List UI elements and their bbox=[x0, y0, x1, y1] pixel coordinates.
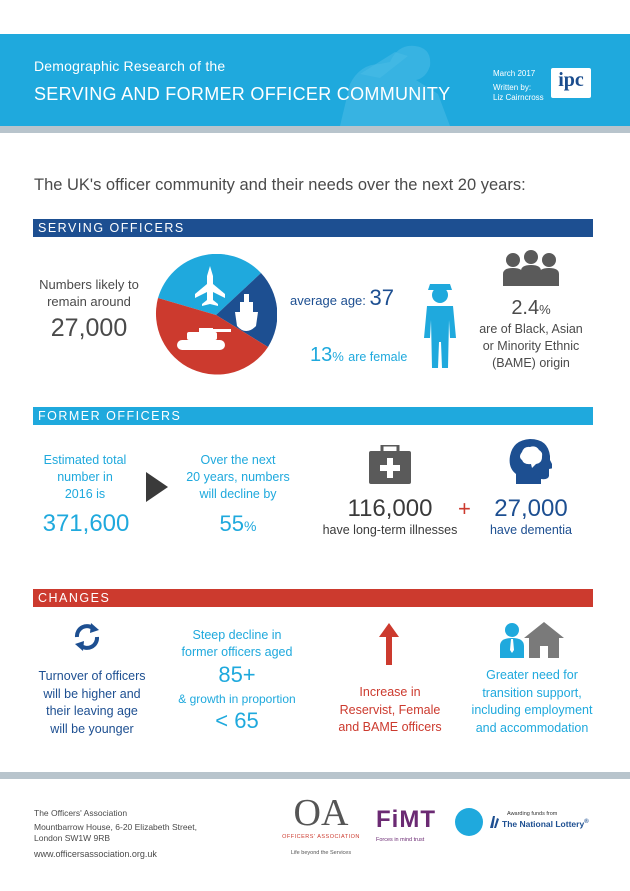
over-line1: Over the next bbox=[200, 453, 276, 467]
lottery-small-text: Awarding funds from bbox=[507, 811, 558, 817]
oa-tagline: Life beyond the Services bbox=[290, 850, 352, 856]
need-text: Greater need for transition support, inc… bbox=[462, 667, 602, 737]
turnover-line1: Turnover of officers bbox=[38, 669, 146, 683]
head-brain-icon bbox=[509, 439, 552, 484]
lottery-name: The National Lottery® bbox=[502, 819, 589, 829]
header-subtitle: Demographic Research of the bbox=[34, 58, 226, 74]
dementia-label: have dementia bbox=[489, 523, 572, 537]
numbers-value: 27,000 bbox=[50, 314, 128, 342]
illness-label: have long-term illnesses bbox=[322, 523, 458, 537]
crossed-fingers-icon bbox=[490, 816, 499, 828]
lottery-name-text: The National Lottery bbox=[502, 819, 585, 829]
growth-value: < 65 bbox=[215, 708, 259, 733]
increase-line2: Reservist, Female bbox=[339, 702, 441, 717]
section-former-officers: FORMER OFFICERS bbox=[33, 407, 593, 425]
numbers-line2: remain around bbox=[47, 294, 131, 309]
estimated-value: 371,600 bbox=[42, 510, 130, 537]
header-top-strip bbox=[0, 0, 630, 34]
female-pct: % bbox=[332, 349, 344, 364]
numbers-line1: Numbers likely to bbox=[39, 277, 139, 292]
illness-value: 116,000 bbox=[347, 495, 433, 522]
arrow-right-icon bbox=[146, 472, 168, 502]
written-by-label: Written by: bbox=[493, 83, 532, 92]
footer-divider bbox=[0, 772, 630, 779]
tank-icon bbox=[177, 328, 231, 350]
section-serving-officers: SERVING OFFICERS bbox=[33, 219, 593, 237]
ship-icon bbox=[235, 294, 258, 331]
bame-line3: (BAME) origin bbox=[492, 356, 570, 370]
up-arrow-icon bbox=[379, 623, 399, 665]
bame-value: 2.4 bbox=[511, 297, 540, 319]
header-banner bbox=[0, 34, 630, 126]
oa-logo: OA bbox=[293, 792, 349, 834]
numbers-text: Numbers likely to remain around bbox=[30, 276, 148, 310]
over-line2: 20 years, numbers bbox=[186, 470, 290, 484]
estimated-text: Estimated total number in 2016 is bbox=[30, 452, 140, 503]
saluting-soldier-silhouette bbox=[340, 45, 450, 126]
female-label: are female bbox=[348, 350, 408, 364]
fimt-logo: FiMT bbox=[376, 806, 436, 833]
ipc-logo-text: ipc bbox=[558, 69, 584, 91]
footer-address-2: London SW1W 9RB bbox=[34, 833, 111, 843]
fimt-subtitle: Forces in mind trust bbox=[376, 837, 425, 843]
avg-age: average age: 37 bbox=[290, 285, 394, 311]
header-underline bbox=[0, 126, 630, 133]
footer-org: The Officers' Association bbox=[34, 808, 128, 818]
female-stat: 13% are female bbox=[310, 344, 407, 367]
lottery-reg-mark: ® bbox=[584, 819, 589, 825]
need-line2: transition support, bbox=[482, 685, 582, 700]
lottery-circle-logo bbox=[455, 808, 483, 836]
est-line3: 2016 is bbox=[64, 487, 106, 501]
decline-stat: 55% bbox=[176, 511, 300, 537]
turnover-line3: their leaving age bbox=[46, 704, 138, 718]
decline-text: Over the next 20 years, numbers will dec… bbox=[176, 452, 300, 503]
turnover-line2: will be higher and bbox=[43, 686, 141, 701]
est-line2: number in bbox=[57, 470, 113, 484]
medical-kit-icon bbox=[369, 445, 411, 484]
dementia-value: 27,000 bbox=[494, 495, 568, 522]
people-group-icon bbox=[503, 250, 559, 286]
steep-text: Steep decline in former officers aged bbox=[172, 627, 302, 661]
steep-value: 85+ bbox=[218, 662, 256, 687]
over-line3: will decline by bbox=[199, 487, 277, 501]
bame-pct: % bbox=[539, 302, 551, 317]
decline-pct: % bbox=[244, 518, 257, 534]
avg-age-label: average age: bbox=[290, 293, 366, 308]
increase-text: Increase in Reservist, Female and BAME o… bbox=[325, 684, 455, 737]
decline-value: 55 bbox=[219, 511, 245, 536]
services-pie-chart bbox=[155, 254, 277, 375]
avg-age-value: 37 bbox=[369, 285, 395, 310]
footer-address-1: Mountbarrow House, 6-20 Elizabeth Street… bbox=[34, 822, 198, 832]
need-line3: including employment bbox=[471, 703, 593, 717]
section-changes: CHANGES bbox=[33, 589, 593, 607]
oa-logo-subtitle: OFFICERS' ASSOCIATION bbox=[282, 834, 360, 840]
increase-line3: and BAME officers bbox=[338, 720, 442, 734]
bame-line2: or Minority Ethnic bbox=[482, 339, 580, 353]
steep-line1: Steep decline in bbox=[192, 628, 282, 642]
bame-line1: are of Black, Asian bbox=[479, 322, 583, 336]
turnover-line4: will be younger bbox=[50, 721, 134, 736]
intro-text: The UK's officer community and their nee… bbox=[34, 176, 526, 194]
author-block: Written by: Liz Cairncross bbox=[493, 83, 544, 103]
steep-line2: former officers aged bbox=[181, 645, 293, 659]
bame-stat: 2.4% bbox=[478, 297, 584, 320]
need-line1: Greater need for bbox=[486, 668, 578, 682]
est-line1: Estimated total bbox=[43, 453, 127, 467]
person-house-icon bbox=[500, 622, 564, 658]
ipc-logo bbox=[551, 68, 591, 98]
growth-label: & growth in proportion bbox=[178, 692, 296, 706]
author-name: Liz Cairncross bbox=[493, 93, 544, 102]
report-date: March 2017 bbox=[493, 69, 536, 78]
need-line4: and accommodation bbox=[475, 720, 589, 735]
refresh-cycle-icon bbox=[74, 623, 100, 651]
header-title: SERVING AND FORMER OFFICER COMMUNITY bbox=[34, 84, 451, 104]
jet-icon bbox=[195, 266, 225, 306]
female-officer-icon bbox=[424, 284, 456, 368]
turnover-text: Turnover of officers will be higher and … bbox=[22, 668, 162, 738]
bame-text: are of Black, Asian or Minority Ethnic (… bbox=[468, 321, 594, 372]
increase-line1: Increase in bbox=[359, 685, 421, 699]
female-value: 13 bbox=[310, 344, 333, 366]
footer-website-link[interactable]: www.officersassociation.org.uk bbox=[34, 849, 157, 859]
plus-sign: + bbox=[458, 496, 471, 521]
